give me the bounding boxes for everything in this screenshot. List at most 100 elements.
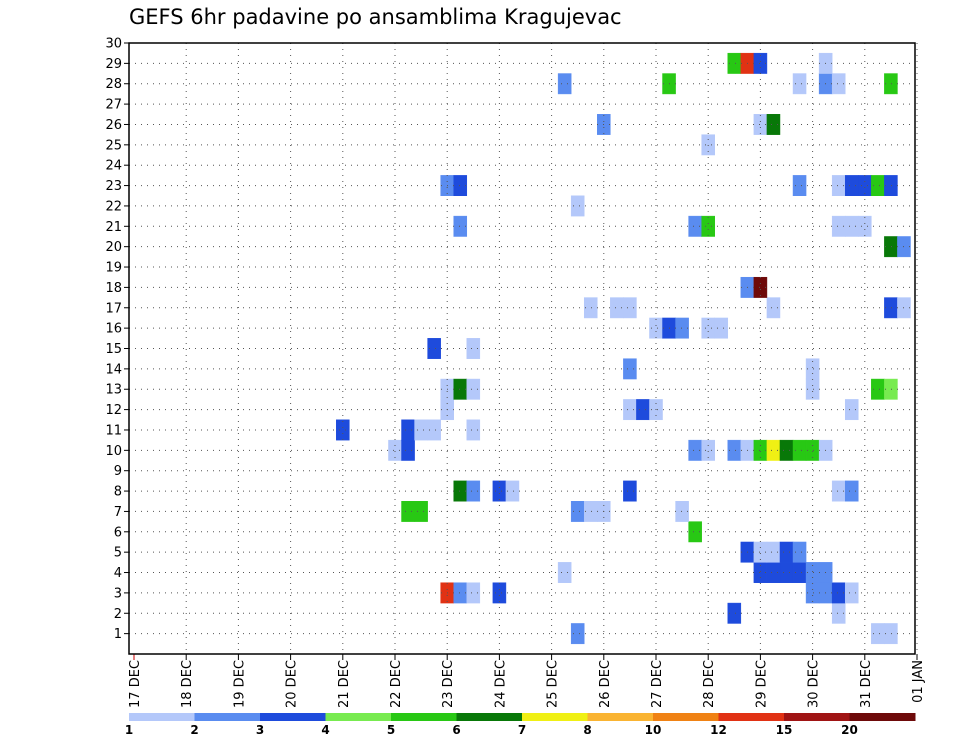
heatmap-cell: [401, 439, 415, 461]
heatmap-cell: [792, 175, 807, 197]
colorbar-label: 4: [321, 723, 329, 737]
heatmap-cell: [505, 480, 520, 502]
heatmap-cell: [831, 73, 846, 95]
heatmap-cell: [844, 399, 859, 421]
heatmap-cell: [753, 276, 768, 298]
x-tick-label: 26 DEC: [598, 660, 613, 708]
heatmap-cell: [714, 317, 729, 339]
heatmap-cell: [623, 399, 637, 421]
y-tick-label: 29: [105, 57, 122, 72]
heatmap-cell: [779, 439, 794, 461]
y-tick-label: 25: [105, 138, 122, 153]
heatmap-cell: [779, 562, 794, 583]
x-tick-label: 20 DEC: [285, 660, 300, 708]
x-tick-label: 22 DEC: [389, 660, 404, 708]
colorbar-label: 10: [645, 723, 662, 737]
x-tick-label: 21 DEC: [337, 660, 352, 708]
colorbar-label: 12: [710, 723, 727, 737]
colorbar-label: 8: [583, 723, 591, 737]
heatmap-cell: [792, 562, 807, 583]
y-tick-label: 27: [105, 98, 122, 113]
heatmap-cell: [701, 439, 715, 461]
heatmap-cell: [401, 501, 415, 522]
heatmap-cell: [766, 562, 781, 583]
y-tick-label: 30: [105, 37, 122, 52]
heatmap-cell: [727, 602, 742, 624]
heatmap-cell: [414, 419, 428, 441]
colorbar-swatch: [260, 713, 326, 721]
y-tick-label: 26: [105, 118, 122, 133]
y-tick-label: 17: [105, 301, 122, 316]
heatmap-cell: [583, 501, 598, 522]
y-tick-label: 2: [114, 607, 122, 622]
heatmap-cell: [884, 297, 898, 319]
colorbar-swatch: [325, 713, 392, 721]
heatmap-cell: [570, 623, 585, 645]
heatmap-cell: [492, 480, 507, 502]
y-tick-label: 9: [114, 464, 122, 479]
heatmap-cell: [844, 480, 859, 502]
y-tick-label: 15: [105, 342, 122, 357]
heatmap-cell: [583, 297, 598, 319]
heatmap-cell: [858, 175, 872, 197]
y-tick-label: 13: [105, 383, 122, 398]
y-tick-label: 5: [114, 546, 122, 561]
colorbar-label: 1: [125, 723, 133, 737]
x-tick-label: 24 DEC: [493, 660, 508, 708]
heatmap-cell: [570, 195, 585, 217]
x-axis: 17 DEC 18 DEC 19 DEC 20 DEC 21 DEC 22 DEC 23 D…: [128, 654, 926, 708]
y-tick-label: 18: [105, 281, 122, 296]
heatmap-cell: [675, 317, 689, 339]
heatmap-cell: [701, 215, 715, 237]
heatmap-cell: [792, 541, 807, 563]
colorbar-swatch: [522, 713, 588, 721]
heatmap-cell: [466, 480, 481, 502]
heatmap-cell: [844, 582, 859, 604]
heatmap-cell: [884, 175, 898, 197]
heatmap-cell: [675, 501, 689, 522]
y-tick-label: 19: [105, 261, 122, 276]
heatmap-cell: [453, 175, 468, 197]
y-tick-label: 7: [114, 505, 122, 520]
heatmap-cell: [884, 378, 898, 400]
heatmap-cell: [701, 317, 715, 339]
heatmap-cell: [779, 541, 794, 563]
heatmap-cell: [336, 419, 350, 441]
cells-layer: [336, 52, 937, 645]
heatmap-cell: [427, 419, 441, 441]
heatmap-cell: [858, 215, 872, 237]
x-tick-label: 19 DEC: [232, 660, 247, 708]
heatmap-cell: [792, 439, 807, 461]
colorbar-swatch: [849, 713, 916, 721]
x-tick-label: 01 JAN: [911, 660, 926, 703]
y-axis: 1234567891011121314151617181920212223242…: [105, 37, 129, 642]
colorbar-swatch: [456, 713, 523, 721]
y-tick-label: 6: [114, 525, 122, 540]
heatmap-cell: [753, 114, 768, 135]
heatmap-cell: [453, 582, 468, 604]
heatmap-cell: [753, 52, 768, 74]
heatmap-cell: [766, 297, 781, 319]
heatmap-cell: [844, 215, 859, 237]
colorbar-swatch: [194, 713, 261, 721]
x-tick-label: 23 DEC: [441, 660, 456, 708]
heatmap-cell: [924, 522, 937, 542]
heatmap-cell: [623, 480, 637, 502]
heatmap-cell: [414, 501, 428, 522]
y-tick-label: 24: [105, 159, 122, 174]
heatmap-cell: [884, 73, 898, 95]
colorbar-label: 15: [776, 723, 793, 737]
heatmap-cell: [557, 73, 572, 95]
heatmap-cell: [623, 358, 637, 380]
colorbar-label: 20: [841, 723, 858, 737]
heatmap-cell: [466, 378, 481, 400]
heatmap-cell: [427, 338, 441, 359]
heatmap-cell: [401, 419, 415, 441]
y-tick-label: 16: [105, 322, 122, 337]
heatmap-cell: [884, 236, 898, 258]
grid-layer: [129, 43, 918, 654]
x-tick-label: 17 DEC: [128, 660, 143, 708]
x-tick-label: 29 DEC: [754, 660, 769, 708]
heatmap-cell: [466, 582, 481, 604]
